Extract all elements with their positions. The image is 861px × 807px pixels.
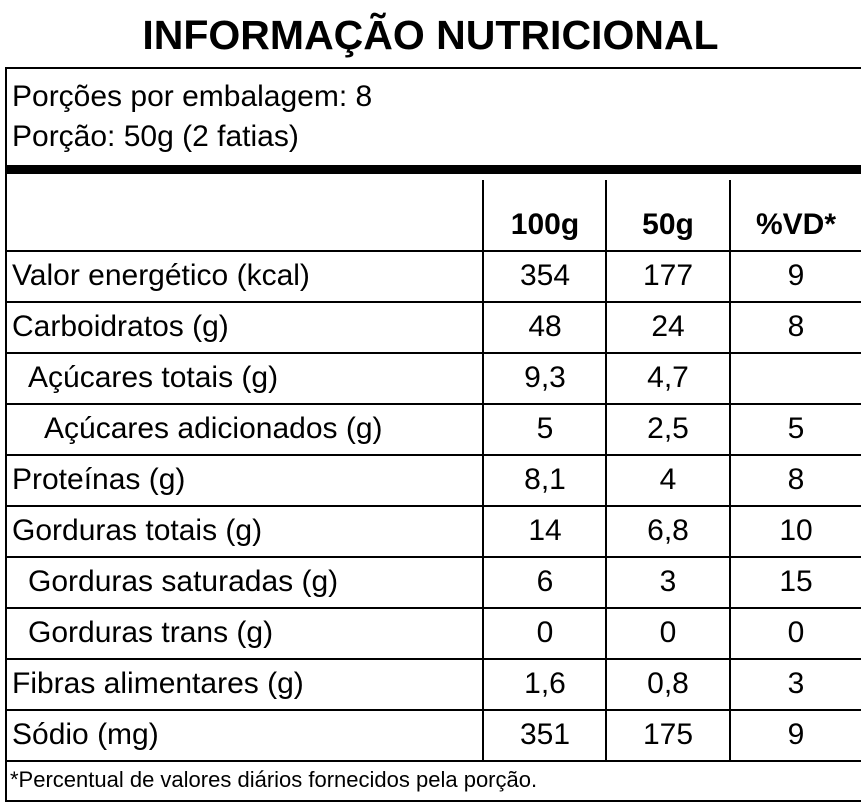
column-divider bbox=[605, 180, 607, 760]
row-value: 2,5 bbox=[647, 412, 689, 445]
row-label: Valor energético (kcal) bbox=[12, 259, 310, 292]
row-value: 175 bbox=[642, 718, 694, 751]
row-value: 8 bbox=[787, 310, 805, 343]
row-label: Gorduras saturadas (g) bbox=[28, 565, 339, 598]
row-value: 354 bbox=[519, 259, 571, 292]
row-rule bbox=[5, 454, 861, 456]
row-rule bbox=[5, 556, 861, 558]
row-value: 0 bbox=[659, 616, 677, 649]
column-header: 100g bbox=[510, 208, 580, 241]
row-value: 9 bbox=[787, 718, 805, 751]
row-value: 5 bbox=[536, 412, 554, 445]
row-value: 4 bbox=[659, 463, 677, 496]
row-value: 15 bbox=[779, 565, 813, 598]
rule bbox=[5, 67, 861, 69]
border bbox=[5, 67, 7, 802]
column-divider bbox=[482, 180, 484, 760]
rule bbox=[5, 800, 861, 802]
row-value: 0 bbox=[536, 616, 554, 649]
row-label: Sódio (mg) bbox=[12, 718, 159, 751]
row-label: Açúcares adicionados (g) bbox=[44, 412, 383, 445]
row-value: 24 bbox=[651, 310, 685, 343]
portion: Porção: 50g (2 fatias) bbox=[12, 120, 299, 153]
row-label: Gorduras trans (g) bbox=[28, 616, 274, 649]
row-label: Gorduras totais (g) bbox=[12, 514, 263, 547]
row-value: 351 bbox=[519, 718, 571, 751]
row-label: Proteínas (g) bbox=[12, 463, 186, 496]
row-label: Carboidratos (g) bbox=[12, 310, 229, 343]
row-value: 0,8 bbox=[647, 667, 689, 700]
row-value: 3 bbox=[787, 667, 805, 700]
column-divider bbox=[729, 180, 731, 760]
column-header: %VD* bbox=[755, 208, 837, 241]
row-value: 8 bbox=[787, 463, 805, 496]
row-value: 5 bbox=[787, 412, 805, 445]
row-value: 6 bbox=[536, 565, 554, 598]
row-value: 0 bbox=[787, 616, 805, 649]
row-value: 177 bbox=[642, 259, 694, 292]
row-value: 4,7 bbox=[647, 361, 689, 394]
row-rule bbox=[5, 658, 861, 660]
row-value: 48 bbox=[528, 310, 562, 343]
row-rule bbox=[5, 760, 861, 762]
footnote: *Percentual de valores diários fornecido… bbox=[10, 767, 538, 792]
row-value: 6,8 bbox=[647, 514, 689, 547]
row-rule bbox=[5, 352, 861, 354]
row-value: 9,3 bbox=[524, 361, 566, 394]
servings: Porções por embalagem: 8 bbox=[12, 80, 373, 113]
row-rule bbox=[5, 505, 861, 507]
row-label: Açúcares totais (g) bbox=[28, 361, 279, 394]
row-rule bbox=[5, 250, 861, 252]
row-rule bbox=[5, 607, 861, 609]
row-value: 3 bbox=[659, 565, 677, 598]
row-value: 9 bbox=[787, 259, 805, 292]
row-value: 14 bbox=[528, 514, 562, 547]
row-value: 1,6 bbox=[524, 667, 566, 700]
title: INFORMAÇÃO NUTRICIONAL bbox=[142, 12, 719, 58]
row-rule bbox=[5, 301, 861, 303]
row-value: 10 bbox=[779, 514, 813, 547]
row-value: 8,1 bbox=[524, 463, 566, 496]
row-rule bbox=[5, 403, 861, 405]
row-rule bbox=[5, 709, 861, 711]
row-label: Fibras alimentares (g) bbox=[12, 667, 304, 700]
thick-rule bbox=[5, 165, 861, 174]
column-header: 50g bbox=[642, 208, 694, 241]
